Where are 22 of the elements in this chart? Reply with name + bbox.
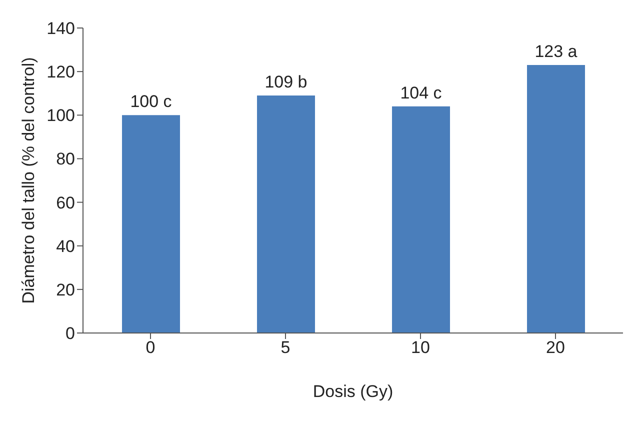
y-tick-label: 140: [46, 19, 75, 38]
y-axis-title: Diámetro del tallo (% del control): [19, 57, 38, 304]
data-label: 104 c: [400, 83, 442, 102]
y-tick-label: 120: [46, 62, 75, 82]
y-tick-label: 0: [66, 324, 75, 344]
x-tick-label: 0: [146, 338, 156, 358]
bar: [392, 106, 450, 333]
bar: [527, 65, 585, 333]
x-tick-label: 5: [280, 338, 290, 358]
bar: [257, 96, 315, 333]
y-tick-label: 40: [56, 236, 75, 256]
x-tick-label: 10: [411, 338, 430, 358]
x-axis-title: Dosis (Gy): [312, 382, 394, 402]
data-label: 100 c: [130, 92, 172, 112]
y-tick-label: 100: [46, 106, 75, 126]
y-tick-label: 80: [56, 150, 75, 169]
bar: [122, 115, 180, 333]
data-label: 123 a: [534, 42, 578, 62]
y-tick-label: 20: [56, 280, 75, 300]
data-label: 109 b: [264, 72, 308, 92]
y-tick-label: 60: [56, 193, 75, 212]
x-tick-label: 20: [546, 338, 565, 358]
